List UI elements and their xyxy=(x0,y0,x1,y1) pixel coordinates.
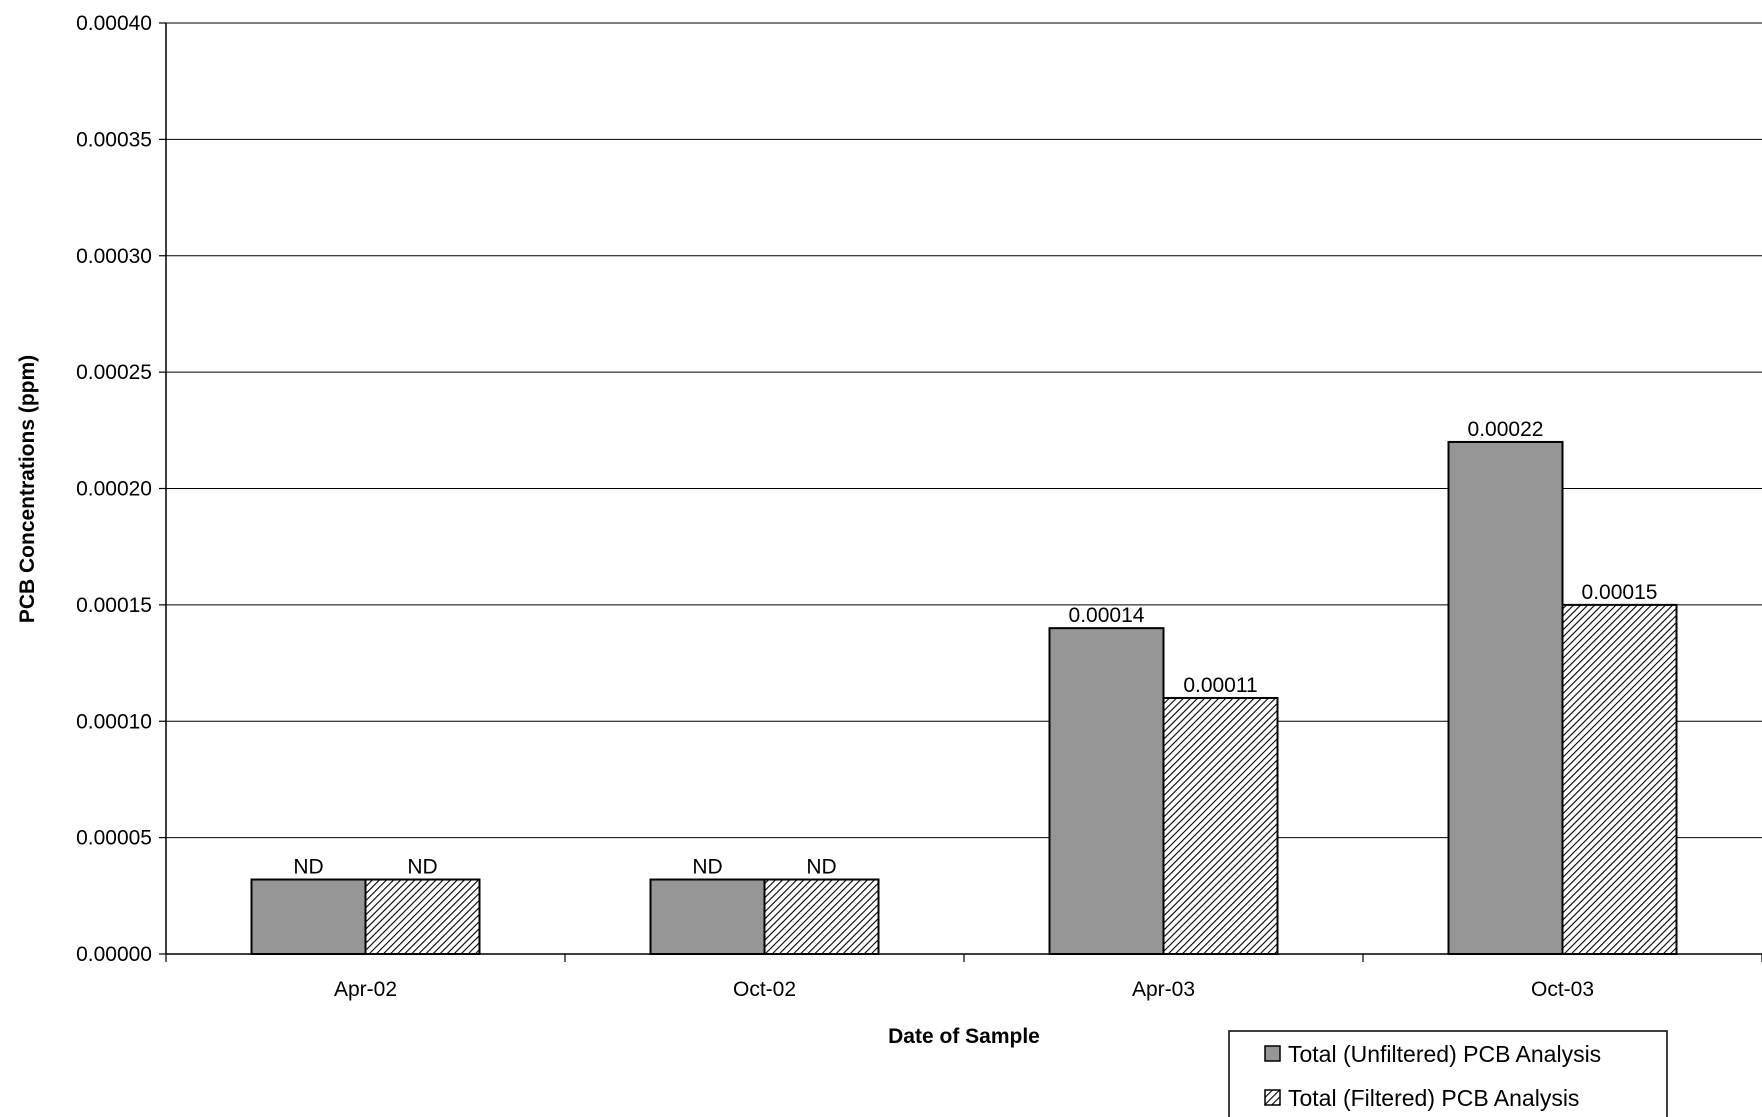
gridlines xyxy=(166,22,1762,839)
legend-swatch-filtered xyxy=(1264,1089,1281,1106)
data-label: 0.00015 xyxy=(1582,581,1658,604)
data-label: 0.00011 xyxy=(1183,674,1257,697)
x-tick-label: Oct-02 xyxy=(733,978,796,1001)
x-axis-title: Date of Sample xyxy=(888,1025,1040,1048)
legend-label-filtered: Total (Filtered) PCB Analysis xyxy=(1288,1085,1579,1111)
x-tick-label: Apr-02 xyxy=(334,978,397,1001)
y-tick-label: 0.00025 xyxy=(76,361,152,384)
data-label: ND xyxy=(407,856,437,879)
y-tick-label: 0.00000 xyxy=(76,943,152,966)
data-labels: ND ND ND ND 0.00014 0.00011 0.00022 0.00015 xyxy=(293,418,1657,879)
y-tick-label: 0.00010 xyxy=(76,710,152,733)
y-tick-labels: 0.00000 0.00005 0.00010 0.00015 0.00020 0.000… xyxy=(76,12,152,966)
y-tick-label: 0.00015 xyxy=(76,594,152,617)
legend-swatch-unfiltered xyxy=(1264,1045,1281,1062)
y-tick-label: 0.00035 xyxy=(76,128,152,151)
bar-unfiltered xyxy=(649,878,766,956)
bar-filtered xyxy=(364,878,481,956)
data-label: ND xyxy=(692,856,722,879)
bar-unfiltered xyxy=(250,878,367,956)
y-tick-label: 0.00005 xyxy=(76,827,152,850)
x-tick-label: Apr-03 xyxy=(1132,978,1195,1001)
y-tick-label: 0.00040 xyxy=(76,12,152,35)
data-label: ND xyxy=(293,856,323,879)
y-tick-label: 0.00020 xyxy=(76,478,152,501)
data-label: ND xyxy=(806,856,836,879)
legend: Total (Unfiltered) PCB Analysis Total (F… xyxy=(1228,1030,1668,1117)
bars xyxy=(250,440,1678,956)
bar-unfiltered xyxy=(1447,440,1564,955)
y-axis-title: PCB Concentrations (ppm) xyxy=(16,355,39,623)
data-label: 0.00014 xyxy=(1069,604,1145,627)
bar-filtered xyxy=(1162,696,1279,955)
legend-box xyxy=(1228,1030,1668,1117)
bar-filtered xyxy=(1561,603,1678,955)
legend-label-unfiltered: Total (Unfiltered) PCB Analysis xyxy=(1288,1041,1601,1067)
y-tick-label: 0.00030 xyxy=(76,245,152,268)
x-tick-label: Oct-03 xyxy=(1531,978,1594,1001)
bar-unfiltered xyxy=(1048,627,1165,956)
bar-filtered xyxy=(763,878,880,956)
x-tick-labels: Apr-02 Oct-02 Apr-03 Oct-03 xyxy=(334,978,1594,1001)
data-label: 0.00022 xyxy=(1468,418,1544,441)
